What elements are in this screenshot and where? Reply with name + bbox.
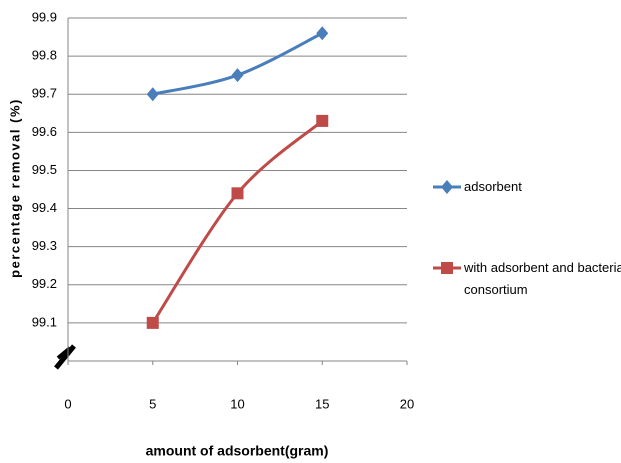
point — [316, 114, 329, 127]
x-tick-label: 0 — [64, 396, 71, 411]
series-line — [151, 119, 324, 324]
y-tick-label: 99.8 — [32, 48, 57, 63]
y-tick-label: 99.7 — [32, 86, 57, 101]
y-tick-label: 99.2 — [32, 276, 57, 291]
point — [316, 26, 329, 41]
y-tick-label: 99.1 — [32, 314, 57, 329]
point — [231, 187, 244, 200]
y-tick-label: 99.4 — [32, 200, 57, 215]
point — [146, 87, 159, 102]
y-axis-label: percentage removal (%) — [7, 98, 22, 278]
x-tick-label: 20 — [400, 396, 414, 411]
legend-label: with adsorbent and bacterial consortium — [464, 260, 621, 297]
legend-marker — [441, 180, 453, 194]
series-line — [152, 31, 323, 96]
legend-marker — [441, 262, 453, 274]
x-tick-label: 10 — [230, 396, 244, 411]
y-tick-label: 99.3 — [32, 238, 57, 253]
x-tick-label: 5 — [149, 396, 156, 411]
legend-label: adsorbent — [464, 179, 522, 194]
x-tick-label: 15 — [315, 396, 329, 411]
x-axis-label: amount of adsorbent(gram) — [146, 443, 329, 459]
point — [146, 316, 159, 329]
y-tick-label: 99.9 — [32, 9, 57, 24]
axis-break — [54, 344, 76, 370]
y-tick-label: 99.6 — [32, 124, 57, 139]
y-tick-label: 99.5 — [32, 162, 57, 177]
point — [231, 68, 244, 83]
